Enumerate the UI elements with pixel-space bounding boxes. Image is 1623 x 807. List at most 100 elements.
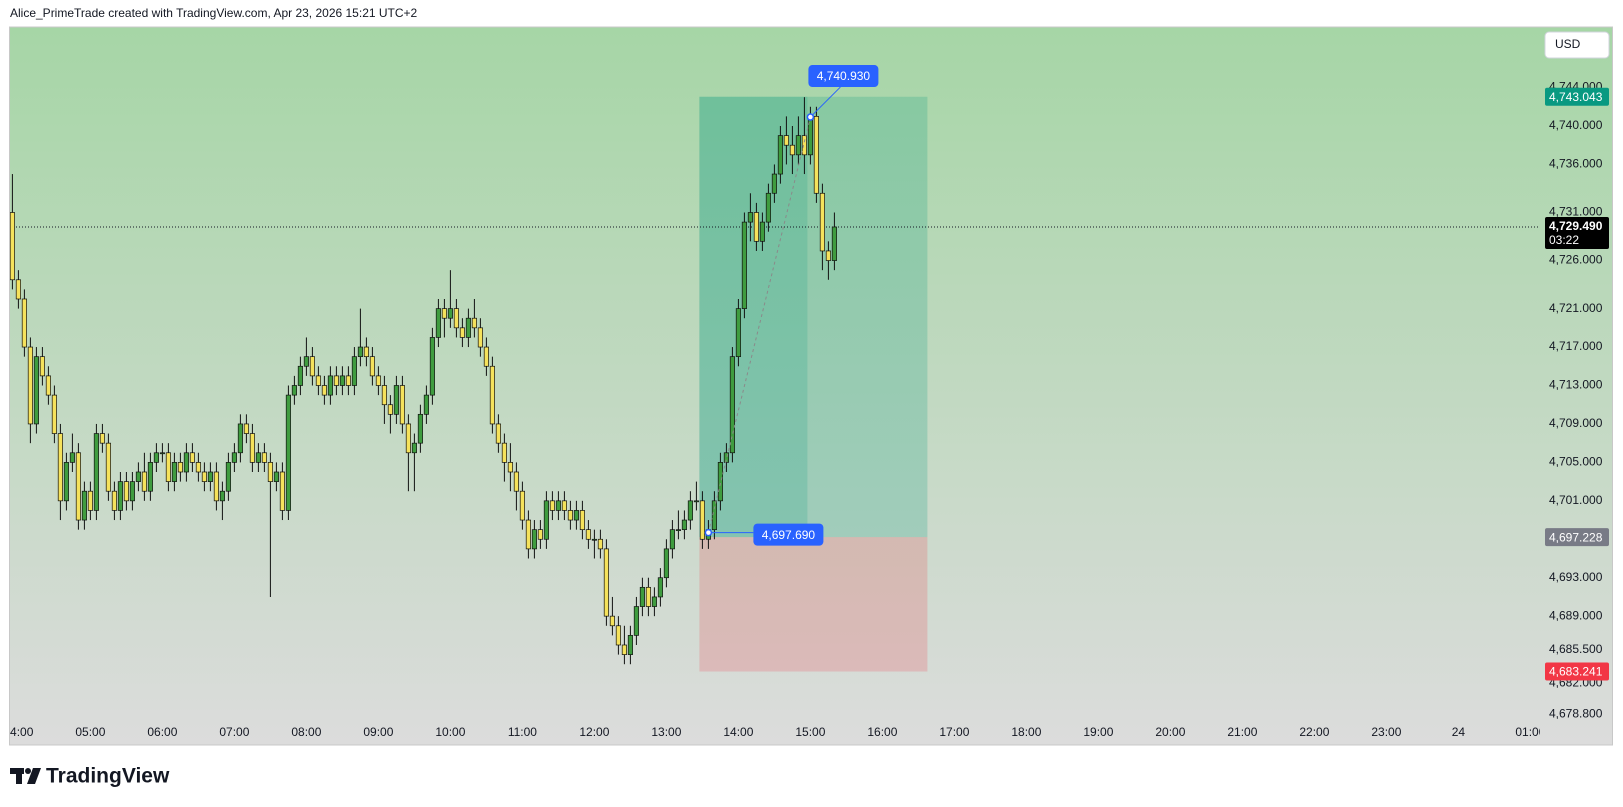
last-price-box bbox=[1545, 217, 1609, 250]
candle-body bbox=[627, 635, 633, 655]
candle-body bbox=[201, 471, 207, 482]
y-tick-label: 4,689.000 bbox=[1549, 608, 1603, 622]
candle-body bbox=[693, 500, 699, 503]
y-tick-label: 4,713.000 bbox=[1549, 378, 1603, 392]
candle-body bbox=[51, 394, 57, 434]
candle-body bbox=[105, 442, 111, 492]
candle-body bbox=[207, 471, 213, 482]
candle-body bbox=[165, 452, 171, 482]
candle-body bbox=[819, 192, 825, 252]
candle-body bbox=[531, 529, 537, 550]
candle-body bbox=[429, 337, 435, 396]
x-tick-label: 23:00 bbox=[1371, 725, 1401, 739]
candle-body bbox=[645, 586, 651, 607]
loss-zone bbox=[699, 537, 928, 672]
candle-body bbox=[579, 510, 585, 531]
candle-body bbox=[771, 173, 777, 194]
y-tick-label: 4,726.000 bbox=[1549, 253, 1603, 267]
candle-body bbox=[303, 356, 309, 367]
candle-body bbox=[45, 375, 51, 396]
candle-body bbox=[459, 327, 465, 338]
candle-body bbox=[39, 356, 45, 377]
x-tick-label: 14:00 bbox=[723, 725, 753, 739]
candle-body bbox=[273, 471, 279, 482]
annotation-label: 4,697.690 bbox=[762, 528, 816, 542]
y-tick-label: 4,693.000 bbox=[1549, 570, 1603, 584]
candle-body bbox=[75, 452, 81, 521]
candle-body bbox=[603, 548, 609, 617]
x-tick-label: 18:00 bbox=[1011, 725, 1041, 739]
stop-tag-box bbox=[1545, 662, 1609, 681]
x-tick-label: 04:00 bbox=[3, 725, 33, 739]
y-tick-label: 4,685.500 bbox=[1549, 642, 1603, 656]
x-tick-label: 17:00 bbox=[939, 725, 969, 739]
candle-body bbox=[33, 356, 39, 425]
candle-body bbox=[381, 385, 387, 406]
candle-body bbox=[423, 394, 429, 415]
candle-body bbox=[15, 279, 21, 300]
candle-body bbox=[441, 308, 447, 319]
currency-box[interactable] bbox=[1544, 31, 1610, 59]
candle-body bbox=[249, 433, 255, 463]
annotation-point bbox=[806, 113, 815, 121]
candle-body bbox=[663, 548, 669, 579]
footer-logo: TradingView bbox=[10, 765, 170, 788]
candle-body bbox=[171, 462, 177, 482]
candle-body bbox=[831, 226, 837, 261]
x-tick-label: 07:00 bbox=[219, 725, 249, 739]
candle-body bbox=[687, 500, 693, 521]
candle-body bbox=[213, 471, 219, 502]
candle-body bbox=[10, 212, 15, 281]
y-tick-label: 4,736.000 bbox=[1549, 157, 1603, 171]
candle-body bbox=[375, 375, 381, 386]
candle-body bbox=[219, 490, 225, 502]
candle-body bbox=[333, 375, 339, 386]
x-tick-label: 09:00 bbox=[363, 725, 393, 739]
candle-body bbox=[21, 298, 27, 348]
candle-body bbox=[147, 462, 153, 492]
candle-body bbox=[141, 471, 147, 492]
candle-body bbox=[765, 192, 771, 223]
candle-body bbox=[813, 116, 819, 194]
candle-body bbox=[291, 385, 297, 396]
candle-body bbox=[447, 308, 453, 319]
target-tag-box bbox=[1545, 87, 1609, 106]
candle-body bbox=[741, 221, 747, 309]
candle-body bbox=[735, 308, 741, 358]
profit-progress bbox=[699, 96, 808, 538]
logo-shape bbox=[27, 768, 41, 784]
candle-body bbox=[549, 500, 555, 511]
candle-body bbox=[195, 462, 201, 473]
candle-body bbox=[177, 462, 183, 473]
annotation-box bbox=[808, 65, 879, 88]
candle-body bbox=[561, 500, 567, 511]
y-tick-label: 4,740.000 bbox=[1549, 118, 1603, 132]
candle-body bbox=[723, 452, 729, 463]
candle-body bbox=[483, 346, 489, 367]
candle-body bbox=[801, 135, 807, 156]
candle-body bbox=[237, 423, 243, 454]
candle-body bbox=[111, 490, 117, 511]
candle-body bbox=[525, 519, 531, 550]
currency-button[interactable]: USD bbox=[1544, 31, 1610, 59]
candle-body bbox=[795, 135, 801, 156]
y-tick-label: 4,705.000 bbox=[1549, 455, 1603, 469]
candle-body bbox=[393, 385, 399, 415]
candle-body bbox=[63, 462, 69, 502]
candle-body bbox=[495, 423, 501, 444]
candle-body bbox=[753, 212, 759, 242]
annotation-point bbox=[704, 528, 713, 537]
x-tick-label: 21:00 bbox=[1227, 725, 1257, 739]
candle-body bbox=[543, 500, 549, 540]
x-tick-label: 20:00 bbox=[1155, 725, 1185, 739]
entry-tag-box bbox=[1545, 528, 1609, 547]
candle-body bbox=[489, 365, 495, 425]
candle-body bbox=[699, 500, 705, 540]
candle-body bbox=[327, 375, 333, 396]
candle-body bbox=[231, 452, 237, 463]
x-tick-label: 08:00 bbox=[291, 725, 321, 739]
candle-body bbox=[651, 596, 657, 607]
currency-label[interactable]: USD bbox=[1555, 37, 1581, 51]
candle-body bbox=[783, 135, 789, 146]
countdown-label: 03:22 bbox=[1549, 233, 1579, 247]
